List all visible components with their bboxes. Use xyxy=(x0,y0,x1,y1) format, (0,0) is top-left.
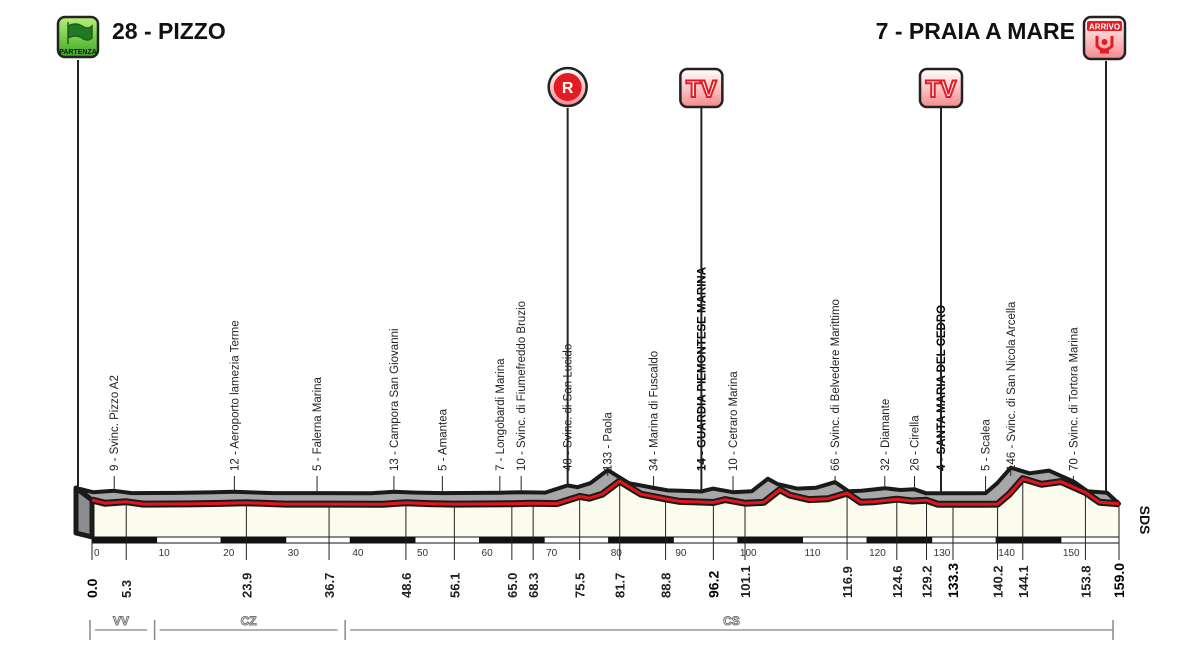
km-bar-segment xyxy=(802,536,868,544)
km-bar-segment xyxy=(737,536,804,544)
province-label: CS xyxy=(723,614,740,628)
km-tick-label: 80 xyxy=(611,548,623,559)
marker-label: TV xyxy=(686,76,717,103)
km-tick-label: 150 xyxy=(1063,548,1080,559)
waypoint-label: 146 - Svinc. di San Nicola Arcella xyxy=(1006,301,1018,471)
waypoint-km: 116.9 xyxy=(840,566,855,598)
km-bar-segment xyxy=(866,536,933,544)
km-bar-segment xyxy=(285,536,351,544)
checkered-flag-icon xyxy=(67,22,93,44)
tv-icon xyxy=(918,67,964,109)
km-bar-segment xyxy=(672,536,739,544)
province-label: CZ xyxy=(241,614,257,628)
refreshment-icon-inner xyxy=(553,73,582,101)
km-bar-segment xyxy=(91,536,158,544)
km-bar-segment xyxy=(349,536,416,544)
waypoint-label: 5 - Falerna Marina xyxy=(312,376,324,471)
waypoint-label: 26 - Cirella xyxy=(910,415,922,471)
start-badge: PARTENZA xyxy=(56,15,100,59)
waypoint-label: 7 - Longobardi Marina xyxy=(495,358,507,471)
start-title: 28 - PIZZO xyxy=(112,18,226,44)
waypoint-km: 101.1 xyxy=(738,565,753,598)
finish-arms-icon xyxy=(1095,36,1114,54)
km-tick-label: 110 xyxy=(805,548,821,559)
tv-marker: TV xyxy=(918,67,964,492)
waypoint-km: 5.3 xyxy=(119,580,134,598)
waypoint-label: 5 - Scalea xyxy=(981,419,993,471)
waypoint-label: 5 - Amantea xyxy=(437,408,449,471)
waypoint-km: 56.1 xyxy=(447,573,462,598)
elevation-profile: 0 10 20 30 40 50 60 70 80 90 100 110 120 130 140 150 xyxy=(73,465,1121,559)
km-tick-label: 50 xyxy=(417,548,429,559)
waypoint-km: 129.2 xyxy=(920,565,935,598)
waypoint-label: 66 - Svinc. di Belvedere Marittimo xyxy=(830,299,842,471)
tv-marker: TV xyxy=(679,67,724,490)
km-tick-label: 120 xyxy=(869,548,886,559)
km-tick-label: 70 xyxy=(546,548,558,559)
waypoint-label: 133 - Paola xyxy=(603,412,615,471)
route-line xyxy=(91,477,1120,506)
start-badge-label: PARTENZA xyxy=(59,49,97,56)
waypoint-km: 23.9 xyxy=(239,573,254,598)
waypoint-label: 10 - Svinc. di Fiumefreddo Bruzio xyxy=(516,301,528,471)
km-tick-label: 10 xyxy=(159,548,171,559)
km-bar-segment xyxy=(156,536,222,544)
province-label: VV xyxy=(113,614,129,628)
waypoint-km: 144.1 xyxy=(1016,565,1031,598)
km-bar-segment xyxy=(1060,536,1120,544)
waypoint-km: 140.2 xyxy=(991,565,1006,598)
waypoint-km: 159.0 xyxy=(1111,563,1127,598)
finish-badge: ARRIVO xyxy=(1082,15,1127,61)
km-tick-label: 20 xyxy=(223,548,235,559)
waypoint-label: 10 - Cetraro Marina xyxy=(728,371,740,471)
marker-label: R xyxy=(562,80,574,97)
waypoint-km: 0.0 xyxy=(84,578,100,598)
km-tick-label: 140 xyxy=(998,548,1015,559)
waypoint-km: 153.8 xyxy=(1078,565,1093,598)
km-bar-segment xyxy=(995,536,1062,544)
km-bar-segment xyxy=(543,536,610,544)
km-tick-label: 130 xyxy=(934,548,951,559)
tv-icon xyxy=(679,67,724,109)
finish-title: 7 - PRAIA A MARE xyxy=(876,18,1075,44)
waypoint-km: 81.7 xyxy=(613,573,628,598)
waypoint-label: 13 - Campora San Giovanni xyxy=(389,328,401,471)
km-bar-segment xyxy=(220,536,287,544)
km-bar-segment xyxy=(608,536,674,544)
waypoint-km: 88.8 xyxy=(659,573,674,598)
km-bar-segment xyxy=(931,536,997,544)
marker-label: TV xyxy=(926,76,957,103)
waypoint-label: 12 - Aeroporto lamezia Terme xyxy=(229,320,241,471)
km-tick-label: 90 xyxy=(675,548,687,559)
finish-badge-label: ARRIVO xyxy=(1089,23,1120,32)
waypoint-km: 68.3 xyxy=(526,573,541,598)
km-bar-segment xyxy=(414,536,481,544)
km-tick-label: 100 xyxy=(740,548,757,559)
waypoint-label: 70 - Svinc. di Tortora Marina xyxy=(1068,327,1080,471)
waypoint-label: 9 - Svinc. Pizzo A2 xyxy=(109,375,121,471)
waypoint-km: 75.5 xyxy=(573,573,588,598)
waypoint-km: 36.7 xyxy=(322,573,337,598)
sds-logo: SDS xyxy=(1137,506,1153,535)
km-tick-label: 60 xyxy=(482,548,494,559)
waypoint-km: 124.6 xyxy=(890,565,905,598)
waypoint-km: 96.2 xyxy=(705,571,721,598)
waypoint-km: 133.3 xyxy=(945,563,961,598)
waypoint-km: 65.0 xyxy=(505,573,520,598)
waypoint-km: 48.6 xyxy=(399,573,414,598)
km-tick-label: 30 xyxy=(288,548,300,559)
markers: R TV TV xyxy=(547,66,964,492)
profile-start-wall xyxy=(73,485,95,540)
km-tick-label: 40 xyxy=(352,548,364,559)
km-tick-label: 0 xyxy=(94,548,100,559)
refreshment-marker: R xyxy=(547,66,588,484)
waypoint-label: 34 - Marina di Fuscaldo xyxy=(649,351,661,471)
waypoint-labels: 0.0 5.3 9 - Svinc. Pizzo A2 23.9 12 - Aeropo… xyxy=(77,60,1127,640)
waypoint-label: 32 - Diamante xyxy=(880,399,892,471)
